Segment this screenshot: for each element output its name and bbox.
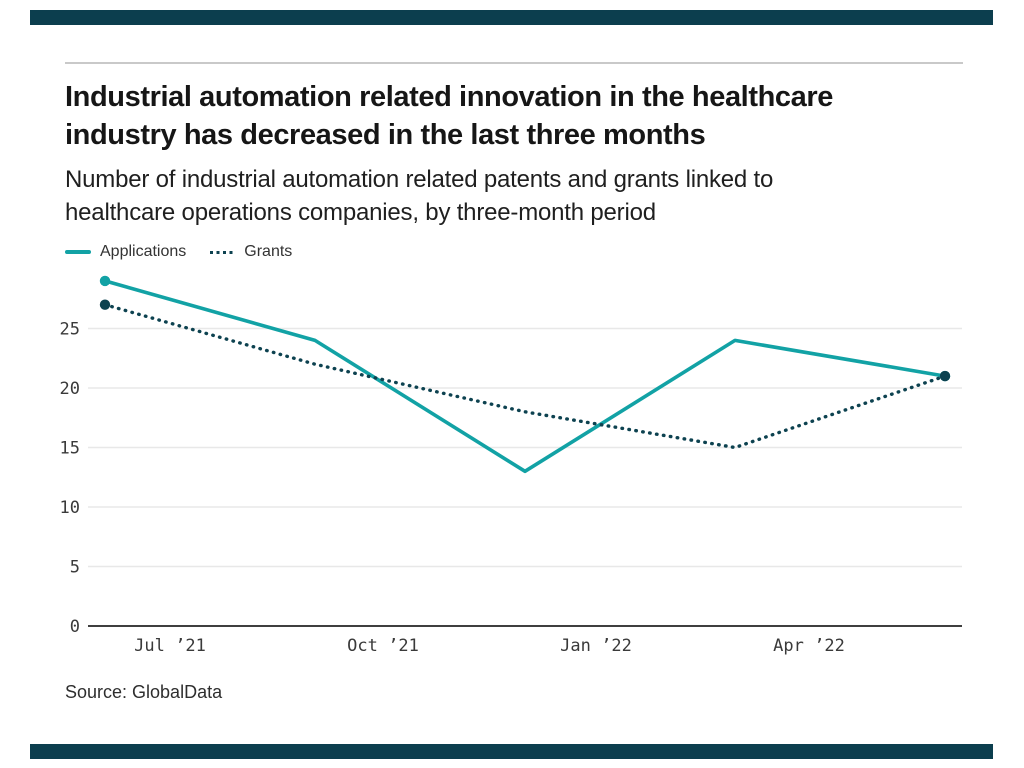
chart-title-line1: Industrial automation related innovation… <box>65 81 833 113</box>
y-tick-label: 10 <box>60 498 80 518</box>
y-tick-label: 20 <box>60 379 80 399</box>
source-label: Source: GlobalData <box>65 682 223 702</box>
x-tick-label: Oct ’21 <box>347 636 419 656</box>
chart-title-line2: industry has decreased in the last three… <box>65 119 706 151</box>
legend-label-grants: Grants <box>244 243 293 260</box>
y-tick-label: 25 <box>60 320 80 340</box>
line-chart-plot: 0 5 10 15 20 25 Jul ’21 Oct ’21 Jan ’22 Apr ’22 <box>60 275 962 656</box>
legend-label-applications: Applications <box>100 243 187 260</box>
chart-subtitle-line2: healthcare operations companies, by thre… <box>65 199 656 226</box>
header-divider <box>65 62 963 64</box>
series-line-grants <box>103 303 947 450</box>
applications-line-swatch-icon <box>65 250 91 254</box>
legend-item-grants: Grants <box>210 243 292 261</box>
y-tick-label: 0 <box>70 617 80 637</box>
x-tick-label: Jul ’21 <box>134 636 206 656</box>
chart-subtitle: Number of industrial automation related … <box>65 163 995 229</box>
brand-top-bar <box>30 10 993 25</box>
legend-item-applications: Applications <box>65 243 186 261</box>
y-tick-label: 15 <box>60 439 80 459</box>
x-tick-label: Apr ’22 <box>773 636 845 656</box>
x-tick-label: Jan ’22 <box>560 636 632 656</box>
chart-subtitle-line1: Number of industrial automation related … <box>65 166 774 193</box>
data-point-marker-grants <box>99 299 111 310</box>
y-tick-label: 5 <box>70 558 80 578</box>
data-point-marker-applications <box>99 275 111 287</box>
grants-dotted-swatch-icon <box>210 250 236 254</box>
legend: Applications Grants <box>65 243 292 261</box>
brand-bottom-bar <box>30 744 993 759</box>
series-line-applications <box>104 279 946 474</box>
data-point-marker-grants <box>939 370 951 382</box>
chart-title: Industrial automation related innovation… <box>65 78 995 154</box>
